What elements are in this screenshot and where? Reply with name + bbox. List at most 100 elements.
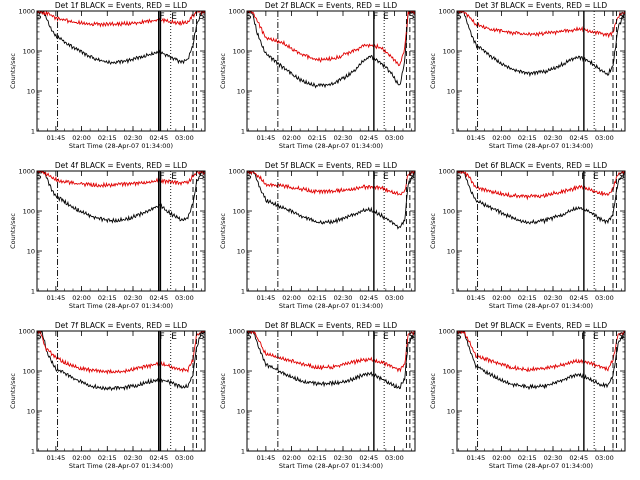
plot-area	[247, 11, 415, 131]
y-tick-label: 1000	[228, 168, 245, 176]
flag-label: E	[383, 12, 389, 22]
y-tick-label: 100	[443, 368, 455, 376]
x-tick-label: 03:00	[175, 294, 194, 302]
series-line-events	[457, 171, 625, 225]
x-tick-label: 01:45	[256, 134, 275, 142]
x-tick-label: 02:15	[98, 134, 117, 142]
flag-label: S	[199, 172, 205, 182]
flag-label: S	[409, 332, 415, 342]
x-tick-label: 01:45	[46, 134, 65, 142]
chart-panel-4: Det 4f BLACK = Events, RED = LLD 1 10 100 10…	[9, 161, 206, 310]
x-tick-label: 01:45	[256, 294, 275, 302]
y-tick-label: 1	[31, 128, 35, 136]
x-tick-label: 02:00	[492, 454, 511, 462]
flag-label: E	[383, 172, 389, 182]
x-tick-label: 02:00	[72, 294, 91, 302]
x-tick-label: 02:45	[569, 134, 588, 142]
plot-frame	[246, 330, 416, 452]
plot-frame	[246, 170, 416, 292]
flag-label: S	[246, 12, 252, 22]
x-tick-label: 02:45	[149, 454, 168, 462]
flag-label: F	[160, 332, 165, 342]
plot-area	[247, 171, 415, 291]
flag-label: S	[619, 12, 625, 22]
x-tick-label: 02:45	[359, 454, 378, 462]
y-tick-label: 1	[241, 128, 245, 136]
plot-area	[247, 331, 415, 451]
y-tick-label: 10	[447, 248, 455, 256]
plot-area	[37, 171, 205, 291]
plot-area	[37, 11, 205, 131]
x-tick-label: 02:30	[334, 294, 353, 302]
y-tick-label: 1000	[228, 8, 245, 16]
y-axis-label: Counts/sec	[429, 373, 437, 409]
plot-frame	[36, 330, 206, 452]
chart-title: Det 9f BLACK = Events, RED = LLD	[475, 321, 608, 330]
flag-label: F	[373, 332, 378, 342]
y-tick-label: 100	[233, 208, 245, 216]
y-tick-label: 1	[31, 448, 35, 456]
y-tick-label: 1	[451, 128, 455, 136]
plot-area	[37, 331, 205, 451]
chart-panel-7: Det 7f BLACK = Events, RED = LLD 1 10 100 10…	[9, 321, 206, 470]
flag-label: E	[171, 12, 177, 22]
x-axis-label: Start Time (28-Apr-07 01:34:00)	[279, 142, 383, 150]
x-tick-label: 02:45	[569, 454, 588, 462]
y-tick-label: 100	[23, 48, 35, 56]
plot-frame	[456, 170, 626, 292]
x-tick-label: 02:45	[359, 134, 378, 142]
y-axis-label: Counts/sec	[9, 53, 17, 89]
flag-label: F	[160, 172, 165, 182]
flag-label: S	[619, 172, 625, 182]
x-axis-label: Start Time (28-Apr-07 01:34:00)	[69, 462, 173, 470]
y-axis-label: Counts/sec	[429, 53, 437, 89]
series-line-lld	[247, 11, 415, 67]
x-tick-label: 01:45	[466, 454, 485, 462]
series-line-events	[37, 331, 205, 392]
chart-title: Det 2f BLACK = Events, RED = LLD	[265, 1, 398, 10]
y-tick-label: 10	[447, 88, 455, 96]
x-tick-label: 02:30	[124, 294, 143, 302]
plot-area	[457, 331, 625, 451]
flag-label: S	[246, 172, 252, 182]
x-tick-label: 01:45	[466, 294, 485, 302]
series-line-events	[457, 331, 625, 391]
x-tick-label: 03:00	[175, 454, 194, 462]
flag-label: S	[456, 12, 462, 22]
flag-label: S	[456, 172, 462, 182]
y-tick-label: 10	[447, 408, 455, 416]
x-tick-label: 02:30	[334, 454, 353, 462]
x-tick-label: 02:45	[149, 294, 168, 302]
x-axis-label: Start Time (28-Apr-07 01:34:00)	[69, 142, 173, 150]
y-tick-label: 1	[241, 448, 245, 456]
flag-label: E	[383, 332, 389, 342]
x-tick-label: 03:00	[595, 454, 614, 462]
flag-label: F	[373, 12, 378, 22]
chart-panel-5: Det 5f BLACK = Events, RED = LLD 1 10 100 10…	[219, 161, 416, 310]
x-tick-label: 02:45	[359, 294, 378, 302]
x-tick-label: 02:30	[544, 294, 563, 302]
y-axis-label: Counts/sec	[9, 373, 17, 409]
x-tick-label: 03:00	[175, 134, 194, 142]
x-tick-label: 02:15	[308, 294, 327, 302]
flag-label: S	[409, 172, 415, 182]
y-tick-label: 10	[237, 88, 245, 96]
chart-title: Det 7f BLACK = Events, RED = LLD	[55, 321, 188, 330]
series-line-lld	[247, 331, 415, 373]
y-tick-label: 1000	[18, 328, 35, 336]
y-tick-label: 1000	[438, 8, 455, 16]
x-axis-label: Start Time (28-Apr-07 01:34:00)	[279, 302, 383, 310]
chart-title: Det 4f BLACK = Events, RED = LLD	[55, 161, 188, 170]
flag-label: E	[593, 332, 599, 342]
x-tick-label: 02:30	[124, 134, 143, 142]
chart-title: Det 1f BLACK = Events, RED = LLD	[55, 1, 188, 10]
x-axis-label: Start Time (28-Apr-07 01:34:00)	[69, 302, 173, 310]
x-axis-label: Start Time (28-Apr-07 01:34:00)	[489, 302, 593, 310]
y-tick-label: 1000	[18, 168, 35, 176]
x-tick-label: 03:00	[595, 134, 614, 142]
series-line-events	[247, 331, 415, 390]
chart-panel-1: Det 1f BLACK = Events, RED = LLD 1 10 100 10…	[9, 1, 206, 150]
x-tick-label: 03:00	[385, 134, 404, 142]
y-tick-label: 100	[23, 208, 35, 216]
